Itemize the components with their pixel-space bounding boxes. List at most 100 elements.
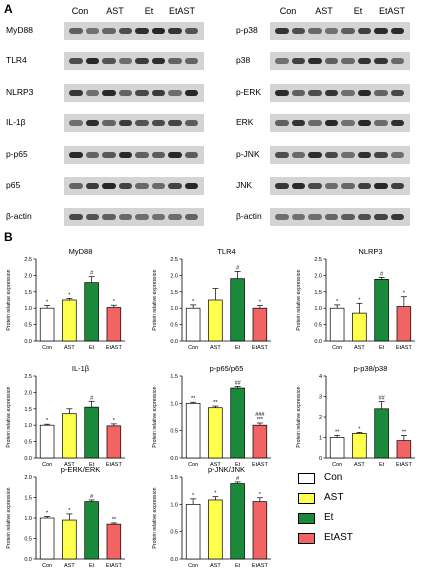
blot-band [390, 90, 404, 96]
blot-band [324, 152, 338, 158]
chart-svg: p-ERK/ERK Protein relative expression 0.0 0… [6, 465, 125, 569]
blot-band [291, 183, 305, 189]
y-tick-label: 0.0 [24, 456, 32, 462]
blot-band [69, 214, 83, 220]
chart-svg: p-JNK/JNK Protein relative expression 0.0 0… [152, 465, 271, 569]
blot-band [135, 183, 149, 189]
blot-row-label: NLRP3 [6, 87, 34, 97]
x-tick-label: Et [379, 462, 385, 468]
significance-mark: * [259, 492, 262, 498]
blot-band [184, 28, 198, 34]
blot-row-label: p65 [6, 180, 21, 190]
x-tick-label: EtAST [396, 345, 413, 351]
bar-con [39, 307, 55, 342]
blot-band [357, 214, 371, 220]
blot-band [184, 183, 198, 189]
lane-header-ast: AST [106, 6, 124, 16]
x-tick-label: EtAST [252, 563, 269, 569]
blot-band [308, 120, 322, 126]
chart-nlrp3: NLRP3 Protein relative expression 0.0 0.5 1.… [292, 245, 419, 357]
blot-row-label: p-JNK [236, 149, 260, 159]
significance-mark: * [46, 418, 49, 424]
bar-ast [352, 433, 367, 459]
lane-header-etast: EtAST [168, 6, 195, 16]
bar-et [230, 278, 245, 342]
significance-mark: # [90, 494, 94, 500]
bar-etast [252, 501, 268, 560]
chart-svg: TLR4 Protein relative expression 0.0 0.5 1.0… [152, 247, 271, 351]
blot-row-label: ERK [236, 117, 254, 127]
y-tick-label: 0.5 [24, 323, 32, 329]
x-tick-label: AST [64, 563, 75, 569]
y-tick-label: 1.5 [170, 290, 178, 296]
blot-band [135, 120, 149, 126]
x-tick-label: AST [210, 462, 221, 468]
blot-band [390, 152, 404, 158]
y-tick-label: 0 [319, 456, 322, 462]
blot-strip [270, 22, 410, 40]
y-tick-label: 1.0 [170, 306, 178, 312]
x-tick-label: Con [188, 345, 198, 351]
y-tick-label: 2.5 [170, 257, 178, 263]
chart-title: p-p38/p38 [354, 364, 388, 373]
blot-band [151, 90, 165, 96]
blot-band [390, 28, 404, 34]
blot-band [357, 152, 371, 158]
x-tick-label: Con [332, 462, 342, 468]
y-tick-label: 2.5 [24, 257, 32, 263]
legend-item-con: Con [298, 472, 418, 486]
x-tick-label: Con [42, 462, 52, 468]
blot-band [324, 28, 338, 34]
lane-header-con: Con [279, 6, 297, 16]
y-tick-label: 0.5 [170, 323, 178, 329]
bar-ast [62, 519, 77, 560]
blot-band [85, 90, 99, 96]
legend-swatch-etast [298, 533, 315, 544]
blot-strip [270, 208, 410, 226]
blot-band [102, 183, 116, 189]
x-tick-label: Et [89, 563, 95, 569]
bar-con [39, 424, 55, 459]
y-tick-label: 0.0 [24, 339, 32, 345]
panel-b-letter: B [4, 230, 13, 244]
chart-title: NLRP3 [358, 247, 382, 256]
y-axis-label: Protein relative expression [6, 386, 12, 447]
blot-band [135, 58, 149, 64]
significance-mark: # [90, 395, 94, 401]
blot-band [275, 28, 289, 34]
blot-band [102, 214, 116, 220]
y-tick-label: 0.0 [314, 339, 322, 345]
blot-band [85, 28, 99, 34]
y-tick-label: 1.5 [170, 374, 178, 380]
chart-p-p65-p65: p-p65/p65 Protein relative expression 0.0 0… [148, 362, 275, 474]
y-tick-label: 0.0 [170, 339, 178, 345]
y-tick-label: 1.0 [24, 306, 32, 312]
significance-mark: # [90, 271, 94, 277]
bar-con [329, 437, 345, 459]
blot-band [390, 120, 404, 126]
blot-band [357, 28, 371, 34]
legend-label: Con [324, 472, 343, 483]
bar-etast [106, 425, 122, 459]
blot-row-label: p38 [236, 55, 251, 65]
x-tick-label: Et [235, 345, 241, 351]
bar-con [185, 503, 201, 560]
x-tick-label: EtAST [106, 462, 123, 468]
bar-et [230, 483, 245, 560]
significance-mark: * [358, 297, 361, 303]
chart-title: TLR4 [217, 247, 235, 256]
y-tick-label: 2 [319, 415, 322, 421]
blot-band [135, 90, 149, 96]
x-tick-label: AST [210, 563, 221, 569]
significance-mark: ## [235, 380, 242, 386]
significance-mark: * [336, 299, 339, 305]
significance-mark: * [192, 299, 195, 305]
blot-strip [64, 52, 204, 70]
blot-band [69, 90, 83, 96]
legend-item-et: Et [298, 512, 418, 526]
y-tick-label: 1.5 [24, 290, 32, 296]
blot-band [85, 183, 99, 189]
significance-mark: ** [191, 396, 196, 402]
lane-header-ast: AST [315, 6, 333, 16]
y-tick-label: 2.0 [24, 390, 32, 396]
